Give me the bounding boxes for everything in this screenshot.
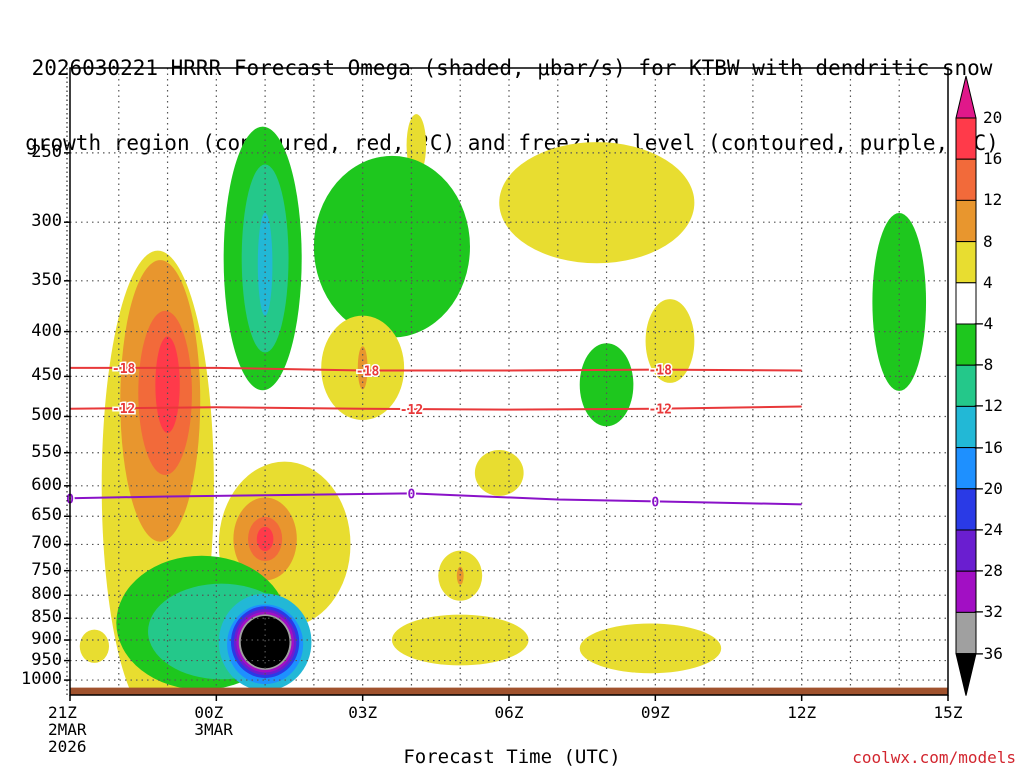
colorbar-band-0	[955, 117, 977, 160]
colorbar-label-7: −12	[974, 396, 1003, 416]
y-tick-label-400: 400	[31, 320, 62, 341]
descent-patch-06z	[474, 449, 524, 496]
colorbar-band-4	[955, 282, 977, 325]
y-tick-label-750: 750	[31, 559, 62, 580]
y-tick-label-250: 250	[31, 141, 62, 162]
colorbar-band-3	[955, 241, 977, 284]
colorbar-label-0: 20	[983, 108, 1003, 127]
low-descent-09z	[579, 623, 722, 674]
contour-line-2	[69, 492, 802, 506]
contour-label-0-1: -18	[356, 364, 380, 379]
contour-label-0-0: -18	[112, 362, 136, 377]
contour-line-1	[69, 405, 802, 411]
y-tick-label-800: 800	[31, 584, 62, 605]
credit-link[interactable]: coolwx.com/models	[852, 748, 1016, 767]
descent-patch-09z	[645, 299, 695, 383]
colorbar-arrow-top	[955, 75, 977, 119]
x-tick-label-3: 06Z	[494, 703, 524, 722]
y-tick-label-700: 700	[31, 533, 62, 554]
y-tick-label-650: 650	[31, 505, 62, 526]
colorbar-band-7	[955, 405, 977, 449]
x-tick-label-6: 15Z	[933, 703, 963, 722]
y-tick-label-1000: 1000	[21, 669, 62, 690]
ascent-patch-08z	[579, 343, 634, 427]
y-tick-label-950: 950	[31, 649, 62, 670]
shading-layer	[79, 114, 927, 695]
colorbar-label-12: −32	[974, 602, 1003, 622]
colorbar-label-1: 16	[983, 149, 1003, 169]
colorbar-label-8: −16	[974, 437, 1003, 457]
y-tick-label-500: 500	[31, 405, 62, 426]
colorbar-label-9: −20	[974, 478, 1003, 498]
colorbar-band-6	[955, 364, 977, 407]
y-tick-label-450: 450	[31, 365, 62, 386]
colorbar-band-10	[955, 529, 977, 572]
colorbar-band-5	[955, 323, 977, 366]
contour-label-1-1: -12	[400, 403, 423, 418]
descent-plume-core	[155, 336, 180, 433]
y-tick-label-550: 550	[31, 441, 62, 462]
colorbar-band-1	[955, 158, 977, 201]
x-tick-label-1: 00Z 3MAR	[194, 703, 233, 739]
y-tick-label-350: 350	[31, 269, 62, 290]
x-axis-title: Forecast Time (UTC)	[403, 746, 621, 768]
small-descent-21z	[79, 629, 110, 663]
colorbar-label-3: 8	[983, 231, 993, 251]
contour-label-0-2: -18	[648, 364, 672, 379]
ascent-patch-14z	[872, 213, 927, 391]
colorbar-label-4: 4	[983, 272, 993, 292]
y-tick-label-300: 300	[31, 211, 62, 232]
low-ascent-core	[240, 616, 290, 669]
contour-label-2-1: 0	[408, 487, 416, 502]
y-tick-label-850: 850	[31, 607, 62, 628]
colorbar-label-6: −8	[974, 355, 994, 375]
contour-label-2-2: 0	[651, 495, 659, 510]
y-tick-label-600: 600	[31, 474, 62, 495]
descent-patch-03z-core	[357, 346, 368, 390]
colorbar-label-13: −36	[974, 643, 1003, 663]
x-tick-label-2: 03Z	[348, 703, 378, 722]
x-tick-label-0: 21Z 2MAR 2026	[48, 703, 87, 756]
colorbar-band-11	[955, 570, 977, 613]
upper-ascent-core	[257, 212, 273, 316]
colorbar-band-2	[955, 199, 977, 243]
colorbar-band-12	[955, 611, 977, 655]
colorbar-label-2: 12	[983, 190, 1003, 210]
upper-descent-07z	[499, 142, 695, 264]
contour-label-1-0: -12	[112, 402, 135, 417]
colorbar-label-11: −28	[974, 561, 1003, 581]
upper-ascent-band	[313, 155, 470, 338]
colorbar-band-9	[955, 488, 977, 531]
colorbar-label-10: −24	[974, 520, 1003, 539]
ground-band	[70, 687, 948, 695]
x-tick-label-5: 12Z	[787, 703, 817, 722]
y-tick-label-900: 900	[31, 629, 62, 649]
colorbar-label-5: −4	[974, 314, 994, 333]
colorbar-arrow-bottom	[955, 653, 977, 696]
contour-label-1-2: -12	[648, 403, 671, 418]
contour-line-0	[70, 366, 802, 372]
colorbar-band-8	[955, 447, 977, 490]
x-tick-label-4: 09Z	[640, 703, 670, 722]
